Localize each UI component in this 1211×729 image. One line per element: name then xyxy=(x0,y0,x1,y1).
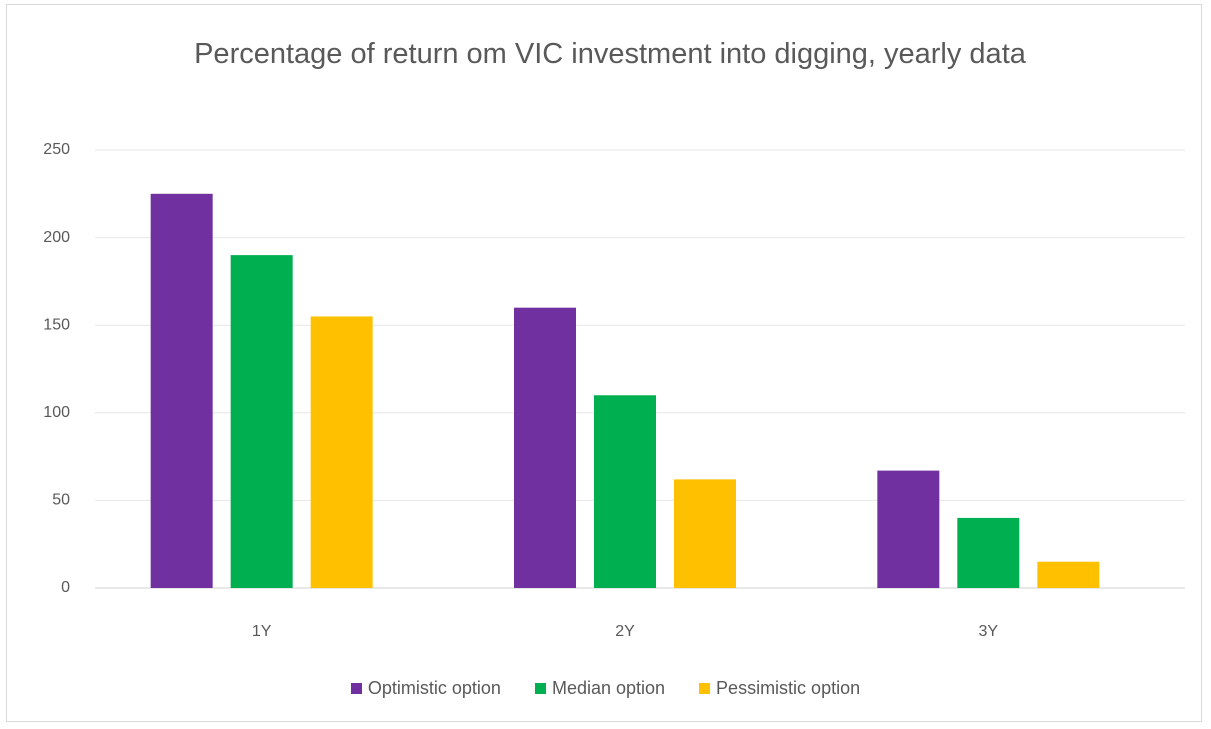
bar xyxy=(310,316,373,588)
chart-title: Percentage of return om VIC investment i… xyxy=(194,38,1026,70)
x-tick-label: 1Y xyxy=(252,623,272,640)
bar xyxy=(150,193,213,589)
y-tick-label: 0 xyxy=(61,579,70,596)
bar xyxy=(230,255,293,588)
bar xyxy=(594,395,656,588)
y-tick-label: 200 xyxy=(43,229,70,246)
chart-frame xyxy=(6,4,1202,722)
legend-item: Pessimistic option xyxy=(699,678,860,699)
legend-swatch xyxy=(350,683,362,694)
x-tick-label: 3Y xyxy=(979,623,999,640)
bar xyxy=(1037,561,1100,588)
legend-label: Optimistic option xyxy=(367,678,501,698)
y-tick-label: 100 xyxy=(43,404,70,421)
y-tick-label: 150 xyxy=(43,316,70,333)
legend-label: Pessimistic option xyxy=(716,678,861,698)
legend-swatch xyxy=(534,683,546,694)
legend-label: Median option xyxy=(551,678,666,698)
bar xyxy=(514,307,576,588)
bar xyxy=(877,470,940,588)
legend-swatch xyxy=(699,683,711,694)
bar xyxy=(674,479,736,588)
y-tick-label: 50 xyxy=(52,492,70,509)
legend-item: Optimistic option xyxy=(350,678,501,699)
bar xyxy=(957,517,1020,588)
y-tick-label: 250 xyxy=(43,141,70,158)
x-tick-label: 2Y xyxy=(615,623,635,640)
legend-item: Median option xyxy=(534,678,666,699)
legend: Optimistic option Median option Pessimisti… xyxy=(0,678,1211,699)
